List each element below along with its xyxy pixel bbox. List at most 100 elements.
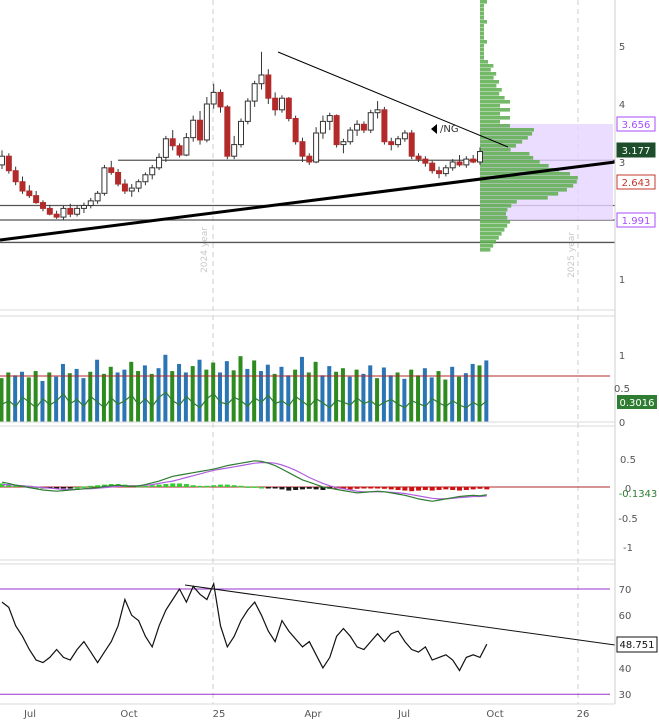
profile-bar xyxy=(480,200,517,204)
macd-histogram-bar xyxy=(340,487,346,489)
candle xyxy=(135,181,142,189)
x-tick-label: Apr xyxy=(304,709,322,720)
profile-bar xyxy=(480,224,508,228)
candle xyxy=(183,137,190,156)
oscillator-tick-label: 70 xyxy=(619,585,632,596)
candle xyxy=(115,171,122,185)
candle xyxy=(429,162,436,172)
profile-bar xyxy=(480,68,491,72)
volume-bar xyxy=(286,375,291,422)
volume-bar xyxy=(354,369,359,422)
candle xyxy=(94,192,101,202)
descending-trendline xyxy=(277,51,509,148)
volume-bar xyxy=(470,363,475,422)
volume-bar xyxy=(416,375,421,422)
candle xyxy=(197,119,204,141)
x-tick-label: Jul xyxy=(397,709,410,720)
candle xyxy=(306,155,313,163)
candle xyxy=(422,158,429,164)
volume-bar xyxy=(375,378,380,422)
candle xyxy=(19,181,26,192)
macd-histogram-bar xyxy=(265,487,271,489)
x-tick-label: Oct xyxy=(120,709,137,720)
volume-bar xyxy=(381,367,386,422)
profile-bar xyxy=(480,128,534,132)
profile-bar xyxy=(480,124,510,128)
candle xyxy=(60,207,67,218)
macd-histogram-bar xyxy=(142,485,148,488)
candle xyxy=(87,200,94,207)
volume-bar xyxy=(6,372,11,422)
candle xyxy=(347,129,354,143)
candle xyxy=(53,213,60,218)
macd-histogram-bar xyxy=(361,487,367,489)
volume-bar xyxy=(142,365,147,422)
macd-line xyxy=(1,460,487,502)
candle xyxy=(128,187,135,192)
volume-bar xyxy=(101,373,106,422)
volume-bar xyxy=(177,363,182,422)
volume-bar xyxy=(265,364,270,422)
volume-bar xyxy=(74,368,79,422)
price-tick-label: 5 xyxy=(619,42,625,53)
profile-bar xyxy=(480,148,511,152)
volume-bar xyxy=(190,366,195,422)
profile-bar xyxy=(480,80,499,84)
macd-tick-label: 0.5 xyxy=(620,455,636,466)
macd-histogram-bar xyxy=(88,485,94,488)
volume-tick-label: 1 xyxy=(619,351,625,362)
profile-bar xyxy=(480,16,484,20)
macd-histogram-bar xyxy=(347,487,353,490)
candle xyxy=(381,109,388,143)
x-tick-label: Jul xyxy=(23,709,36,720)
volume-bar xyxy=(26,377,31,422)
profile-bar xyxy=(480,100,510,104)
profile-bar xyxy=(480,184,574,188)
volume-bar xyxy=(450,366,455,422)
candle xyxy=(162,138,169,158)
price-tick-label: 1 xyxy=(619,275,625,286)
candle xyxy=(217,91,224,108)
volume-bar xyxy=(272,373,277,422)
profile-bar xyxy=(480,60,488,64)
macd-histogram-bar xyxy=(67,487,73,489)
profile-bar xyxy=(480,20,487,24)
macd-histogram-bar xyxy=(450,487,456,490)
profile-bar xyxy=(480,116,510,120)
volume-bar xyxy=(436,371,441,422)
candle xyxy=(354,123,361,131)
volume-value-label: 0.3016 xyxy=(620,398,655,409)
profile-bar xyxy=(480,196,548,200)
candle xyxy=(374,109,381,114)
profile-bar xyxy=(480,164,549,168)
macd-histogram-bar xyxy=(170,483,176,487)
macd-histogram-bar xyxy=(54,487,60,489)
volume-bar xyxy=(320,375,325,422)
volume-bar xyxy=(211,362,216,422)
candle xyxy=(401,132,408,140)
macd-histogram-bar xyxy=(238,485,244,488)
macd-histogram-bar xyxy=(306,487,312,489)
macd-histogram-bar xyxy=(395,487,401,490)
macd-histogram-bar xyxy=(422,487,428,490)
x-tick-label: 26 xyxy=(577,709,590,720)
candle xyxy=(231,144,238,157)
candle xyxy=(326,115,333,122)
candle xyxy=(238,120,244,146)
volume-bar xyxy=(149,373,154,422)
candle xyxy=(436,170,443,175)
oscillator-panel xyxy=(0,581,616,695)
macd-histogram-bar xyxy=(81,486,87,488)
volume-bar xyxy=(13,375,18,422)
candle xyxy=(272,97,279,111)
macd-histogram-bar xyxy=(0,483,5,487)
volume-bar xyxy=(484,360,489,422)
profile-bar xyxy=(480,248,491,252)
price-tag-box xyxy=(616,212,656,228)
profile-bar xyxy=(480,48,484,52)
profile-bar xyxy=(480,228,505,232)
candle xyxy=(26,190,33,197)
candle xyxy=(278,97,285,111)
candle xyxy=(244,100,251,122)
